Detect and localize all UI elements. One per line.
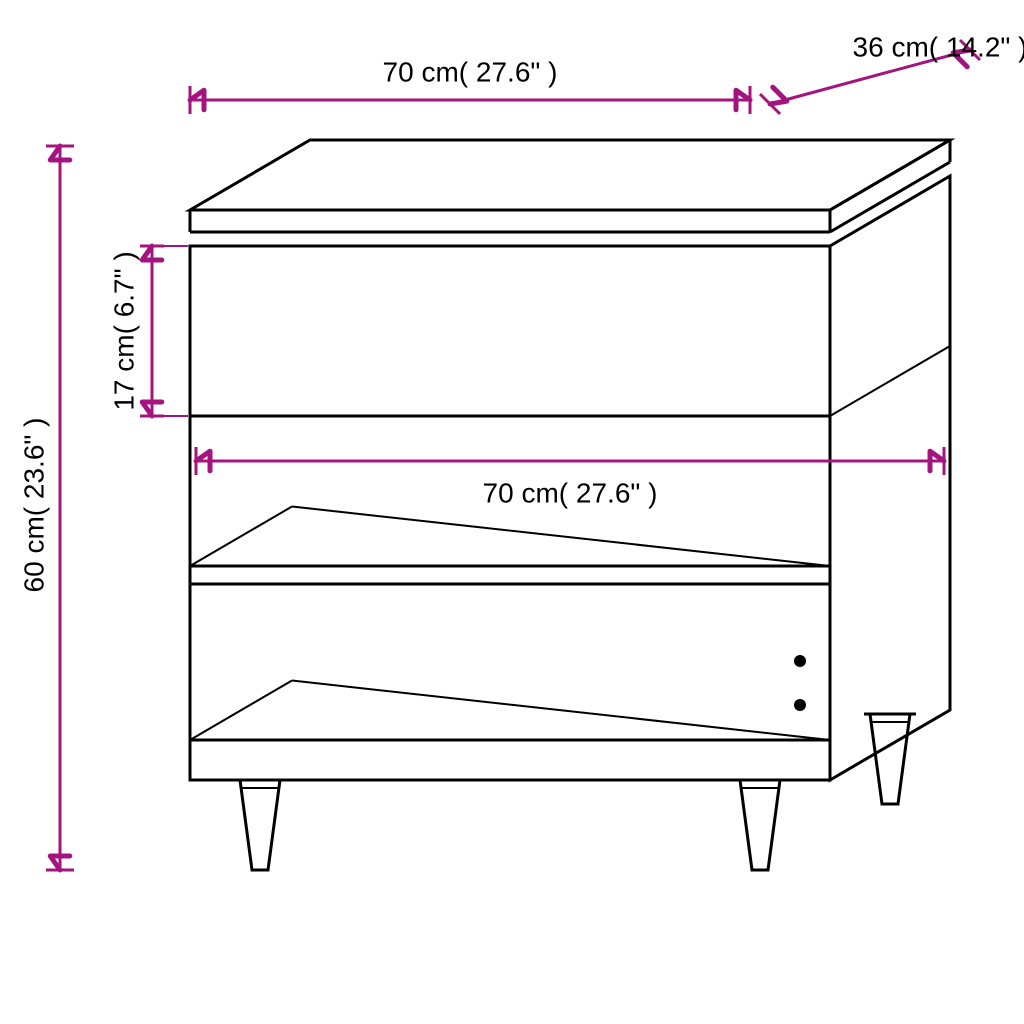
dim-innerwidth-label: 70 cm( 27.6" ) <box>483 477 658 508</box>
dim-width-label: 70 cm( 27.6" ) <box>383 56 558 87</box>
dim-depth-label: 36 cm( 14.2" ) <box>853 31 1024 62</box>
dim-drawer-label: 17 cm( 6.7" ) <box>108 251 139 410</box>
dim-height-label: 60 cm( 23.6" ) <box>18 418 49 593</box>
